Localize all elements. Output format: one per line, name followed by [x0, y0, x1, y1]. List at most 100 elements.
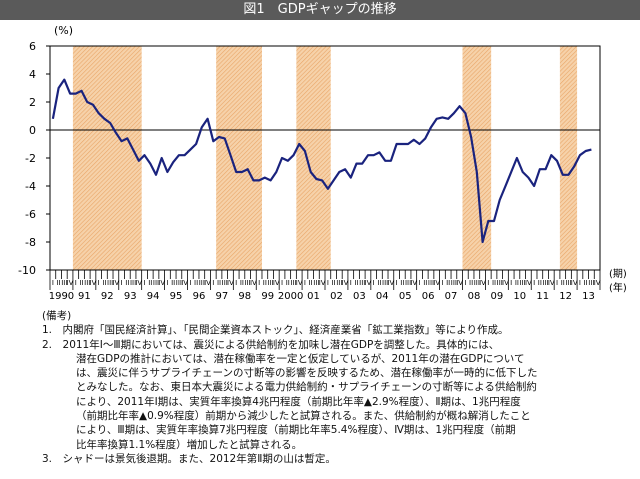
year-label: 94 — [147, 291, 160, 302]
year-label: 09 — [491, 291, 504, 302]
quarter-label: IV — [158, 279, 165, 287]
quarter-label: II — [125, 279, 129, 287]
year-label: 91 — [78, 291, 91, 302]
note-line: （前期比年率▲0.9%程度）前期から減少したと試算される。また、供給制約が概ね解… — [76, 410, 531, 423]
year-label: 11 — [536, 291, 549, 302]
quarter-label: IV — [433, 279, 440, 287]
quarter-label: IV — [67, 279, 74, 287]
x-axis: I II III IV I II III IV I II III IV I II III IV I II III IV… — [49, 279, 601, 302]
y-tick-label: 2 — [29, 96, 36, 109]
quarter-label: IV — [365, 279, 372, 287]
note-line: 1. 内閣府「国民経済計算」、「民間企業資本ストック」、経済産業省「鉱工業指数」… — [42, 324, 509, 337]
year-label: 12 — [559, 291, 572, 302]
year-label: 08 — [468, 291, 481, 302]
quarter-label: I — [235, 279, 237, 287]
year-label: 05 — [399, 291, 412, 302]
quarter-label: III — [382, 279, 388, 287]
quarter-label: III — [107, 279, 113, 287]
quarter-label: I — [464, 279, 466, 287]
note-line: 3. シャドーは景気後退期。また、2012年第Ⅱ期の山は暫定。 — [42, 452, 336, 465]
quarter-label: I — [166, 279, 168, 287]
year-label: 2000 — [278, 291, 303, 302]
quarter-label: IV — [456, 279, 463, 287]
quarter-label: III — [497, 279, 503, 287]
quarter-label: II — [492, 279, 496, 287]
quarter-label: III — [153, 279, 159, 287]
year-label: 95 — [170, 291, 183, 302]
quarter-label: IV — [135, 279, 142, 287]
quarter-label: II — [240, 279, 244, 287]
quarter-label: I — [510, 279, 512, 287]
quarter-label: II — [171, 279, 175, 287]
title-bar: 図1 GDPギャップの推移 — [0, 0, 640, 20]
quarter-label: II — [332, 279, 336, 287]
year-label: 99 — [261, 291, 274, 302]
quarter-label: III — [245, 279, 251, 287]
quarter-label: I — [350, 279, 352, 287]
x-axis-unit-year: (年) — [609, 281, 627, 294]
quarter-label: IV — [387, 279, 394, 287]
note-line: は、震災に伴うサプライチェーンの寸断等の影響を反映するため、潜在稼働率が一時的に… — [76, 367, 538, 380]
year-label: 10 — [513, 291, 526, 302]
quarter-label: II — [538, 279, 542, 287]
notes: (備考) 1. 内閣府「国民経済計算」、「民間企業資本ストック」、経済産業省「鉱… — [42, 309, 632, 466]
year-label: 93 — [124, 291, 137, 302]
year-label: 04 — [376, 291, 389, 302]
quarter-label: IV — [548, 279, 555, 287]
note-line: により、Ⅲ期は、実質年率換算7兆円程度（前期比年率5.4%程度）、Ⅳ期は、1兆円… — [76, 424, 516, 437]
year-label: 97 — [216, 291, 229, 302]
quarter-label: II — [263, 279, 267, 287]
quarter-label: IV — [502, 279, 509, 287]
quarter-label: IV — [90, 279, 97, 287]
quarter-label: IV — [525, 279, 532, 287]
y-tick-label: -2 — [25, 152, 36, 165]
quarter-label: IV — [181, 279, 188, 287]
quarter-label: IV — [571, 279, 578, 287]
quarter-label: III — [176, 279, 182, 287]
year-label: 07 — [445, 291, 458, 302]
year-label: 03 — [353, 291, 366, 302]
year-label: 01 — [307, 291, 320, 302]
year-label: 92 — [101, 291, 114, 302]
notes-heading: (備考) — [42, 310, 72, 322]
y-tick-label: -8 — [25, 236, 36, 249]
quarter-label: I — [373, 279, 375, 287]
year-label: 13 — [582, 291, 595, 302]
quarter-label: IV — [594, 279, 601, 287]
quarter-label: IV — [319, 279, 326, 287]
year-label: 98 — [238, 291, 251, 302]
quarter-label: III — [588, 279, 594, 287]
year-label: 96 — [193, 291, 206, 302]
gdp-gap-line — [51, 78, 592, 244]
quarter-label: I — [121, 279, 123, 287]
quarter-label: I — [579, 279, 581, 287]
recession-shade — [296, 46, 331, 270]
quarter-label: II — [286, 279, 290, 287]
quarter-label: II — [57, 279, 61, 287]
quarter-label: IV — [250, 279, 257, 287]
quarter-label: III — [451, 279, 457, 287]
quarter-label: III — [336, 279, 342, 287]
year-label: 06 — [422, 291, 435, 302]
quarter-label: I — [418, 279, 420, 287]
quarter-label: III — [313, 279, 319, 287]
quarter-label: IV — [479, 279, 486, 287]
x-axis-unit-quarter: (期) — [609, 268, 627, 280]
quarter-label: I — [396, 279, 398, 287]
note-line: 2. 2011年Ⅰ～Ⅲ期においては、震災による供給制約を加味し潜在GDPを調整し… — [42, 338, 500, 351]
quarter-label: I — [533, 279, 535, 287]
quarter-label: II — [515, 279, 519, 287]
quarter-label: IV — [273, 279, 280, 287]
quarter-label: III — [199, 279, 205, 287]
note-line: 潜在GDPの推計においては、潜在稼働率を一定と仮定しているが、2011年の潜在G… — [76, 352, 525, 365]
quarter-label: I — [556, 279, 558, 287]
y-tick-label: -10 — [18, 264, 36, 277]
quarter-label: II — [584, 279, 588, 287]
quarter-label: I — [304, 279, 306, 287]
quarter-label: II — [400, 279, 404, 287]
quarter-label: III — [61, 279, 67, 287]
quarter-label: I — [327, 279, 329, 287]
year-label: 1990 — [49, 291, 74, 302]
quarter-label: IV — [227, 279, 234, 287]
